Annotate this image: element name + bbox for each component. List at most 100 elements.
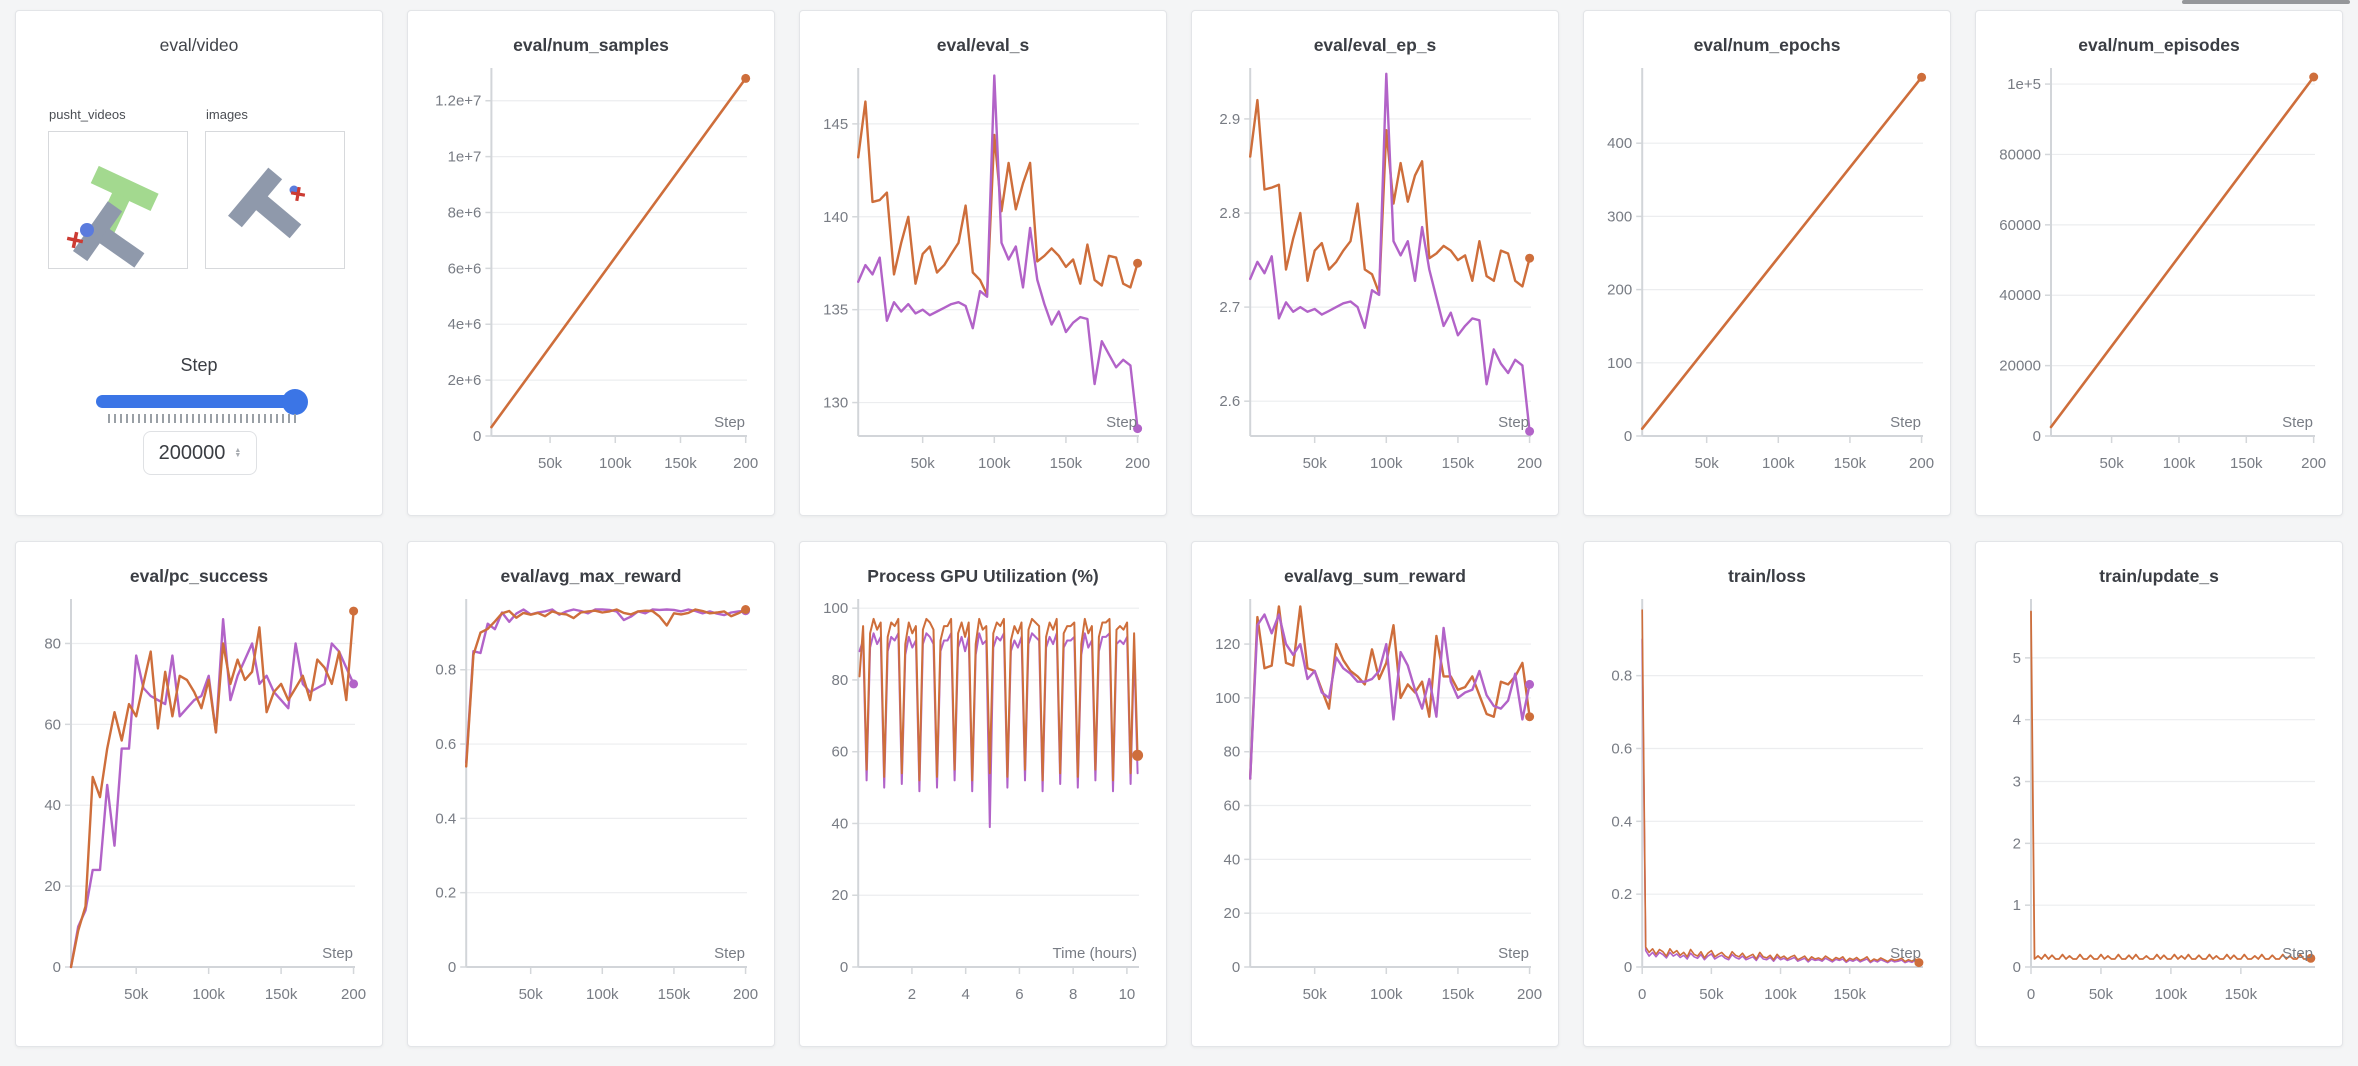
svg-text:20000: 20000 [1999,358,2041,375]
svg-text:0: 0 [1638,986,1646,1003]
svg-text:1: 1 [2013,897,2021,914]
goal-cross-icon [290,186,306,202]
svg-text:150k: 150k [1833,986,1866,1003]
svg-text:Step: Step [1498,945,1529,962]
chart-train-update-s[interactable]: 0 1 2 3 4 5 0 50k 100k 150k Step [1987,595,2331,1019]
svg-text:135: 135 [823,302,848,319]
panel-eval-avg-max-reward: eval/avg_max_reward 0 0.2 0.4 0.6 0.8 50k 100k… [407,541,775,1047]
panel-train-update-s: train/update_s 0 1 2 3 4 5 0 50k 100k 150k Step [1975,541,2343,1047]
svg-text:50k: 50k [911,455,936,472]
svg-text:20: 20 [832,887,849,904]
svg-text:200: 200 [341,986,366,1003]
svg-text:Step: Step [714,414,745,431]
svg-text:2.8: 2.8 [1219,205,1240,222]
svg-text:0: 0 [2013,959,2021,976]
video-panel-title: eval/video [159,35,239,55]
pusht-video-frame [66,165,159,268]
svg-text:100: 100 [823,600,848,617]
svg-text:3: 3 [2013,774,2021,791]
chart-eval-avg-max-reward[interactable]: 0 0.2 0.4 0.6 0.8 50k 100k 150k 200 Step [419,595,763,1019]
svg-text:Step: Step [2282,414,2313,431]
svg-text:60: 60 [44,716,61,733]
svg-text:40: 40 [832,815,849,832]
svg-text:0: 0 [473,428,481,445]
svg-text:400: 400 [1607,135,1632,152]
panel-train-loss: train/loss 0 0.2 0.4 0.6 0.8 0 50k 100k 150k Step [1583,541,1951,1047]
chart-title: eval/num_epochs [1693,35,1841,55]
svg-text:40: 40 [1224,851,1241,868]
svg-text:50k: 50k [519,986,544,1003]
svg-text:120: 120 [1215,636,1240,653]
chart-title: eval/num_samples [513,35,669,55]
svg-text:4: 4 [2013,712,2021,729]
svg-text:100: 100 [1215,690,1240,707]
svg-text:0: 0 [2033,428,2041,445]
svg-text:20: 20 [44,878,61,895]
svg-text:Time (hours): Time (hours) [1053,945,1137,962]
video-thumbnail-pusht-videos[interactable] [48,131,188,269]
step-slider-ruler [108,414,298,423]
svg-text:50k: 50k [1303,455,1328,472]
svg-text:40000: 40000 [1999,287,2041,304]
spinner-up-icon[interactable]: ▲ [234,446,242,454]
thumbnail-label-pusht-videos: pusht_videos [49,107,126,122]
svg-text:0.8: 0.8 [435,662,456,679]
step-slider-track[interactable] [96,388,308,415]
chart-eval-eval-s[interactable]: 130 135 140 145 50k 100k 150k 200 Step [811,64,1155,488]
step-slider-thumb[interactable] [282,388,308,415]
svg-text:80000: 80000 [1999,146,2041,163]
svg-text:Step: Step [1890,414,1921,431]
svg-text:150k: 150k [658,986,691,1003]
svg-text:50k: 50k [124,986,149,1003]
chart-eval-avg-sum-reward[interactable]: 0 20 40 60 80 100 120 50k 100k 150k 200 Step [1203,595,1547,1019]
svg-text:60: 60 [1224,798,1241,815]
step-slider-label: Step [180,355,218,375]
chart-title: eval/num_episodes [2078,35,2240,55]
svg-text:10: 10 [1119,986,1136,1003]
svg-text:0: 0 [53,959,61,976]
chart-eval-num-samples[interactable]: 0 2e+6 4e+6 6e+6 8e+6 1e+7 1.2e+7 50k 100k 150k 20… [419,64,763,488]
svg-text:0: 0 [1232,959,1240,976]
svg-text:1e+5: 1e+5 [2007,76,2041,93]
svg-text:0: 0 [1624,428,1632,445]
chart-eval-eval-ep-s[interactable]: 2.6 2.7 2.8 2.9 50k 100k 150k 200 Step [1203,64,1547,488]
chart-eval-num-episodes[interactable]: 0 20000 40000 60000 80000 1e+5 50k 100k 150k 200 S… [1987,64,2331,488]
svg-text:200: 200 [1909,455,1934,472]
panel-eval-num-epochs: eval/num_epochs 0 100 200 300 400 50k 100k 150k… [1583,10,1951,516]
panel-eval-num-episodes: eval/num_episodes 0 20000 40000 60000 80000 1… [1975,10,2343,516]
panel-eval-eval-s: eval/eval_s 130 135 140 145 50k 100k 150k 200 St… [799,10,1167,516]
step-value-input[interactable]: 200000 ▲ ▼ [143,431,257,475]
chart-eval-num-epochs[interactable]: 0 100 200 300 400 50k 100k 150k 200 Step [1595,64,1939,488]
svg-text:0.8: 0.8 [1611,668,1632,685]
svg-text:40: 40 [44,797,61,814]
chart-process-gpu-utilization[interactable]: 0 20 40 60 80 100 2 4 6 8 10 Time (hours) [811,595,1155,1019]
svg-text:150k: 150k [2230,455,2263,472]
svg-text:150k: 150k [2225,986,2258,1003]
panel-eval-video: eval/video pusht_videos images [15,10,383,516]
svg-text:0.4: 0.4 [435,810,456,827]
svg-text:100k: 100k [1370,986,1403,1003]
chart-eval-pc-success[interactable]: 0 20 40 60 80 50k 100k 150k 200 Step [27,595,371,1019]
svg-text:60000: 60000 [1999,217,2041,234]
svg-text:150k: 150k [265,986,298,1003]
svg-text:100: 100 [1607,355,1632,372]
svg-text:150k: 150k [1442,455,1475,472]
chart-train-loss[interactable]: 0 0.2 0.4 0.6 0.8 0 50k 100k 150k Step [1595,595,1939,1019]
svg-text:200: 200 [1125,455,1150,472]
chart-title: eval/avg_max_reward [500,566,682,586]
svg-text:2: 2 [908,986,916,1003]
svg-text:150k: 150k [1050,455,1083,472]
svg-text:50k: 50k [1303,986,1328,1003]
svg-text:2.6: 2.6 [1219,393,1240,410]
svg-text:100k: 100k [1762,455,1795,472]
spinner-down-icon[interactable]: ▼ [234,452,242,459]
video-thumbnail-images[interactable] [205,131,345,269]
chart-title: Process GPU Utilization (%) [867,566,1099,586]
step-spinner[interactable]: ▲ ▼ [234,446,242,459]
svg-text:100k: 100k [192,986,225,1003]
chart-title: eval/eval_s [936,35,1030,55]
svg-text:2e+6: 2e+6 [448,372,482,389]
svg-text:200: 200 [733,986,758,1003]
svg-text:200: 200 [1517,986,1542,1003]
svg-text:1e+7: 1e+7 [448,149,482,166]
